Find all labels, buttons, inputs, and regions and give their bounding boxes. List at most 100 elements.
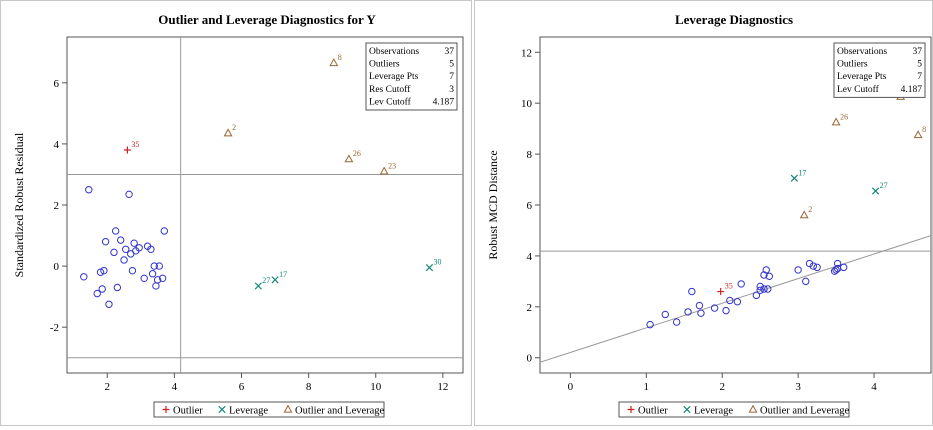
x-tick-label: 12 <box>437 381 448 393</box>
point-label: 23 <box>388 161 396 170</box>
point-label: 26 <box>353 149 361 158</box>
data-point <box>120 256 128 264</box>
data-point <box>113 283 122 292</box>
data-point <box>110 248 118 257</box>
stats-value: 37 <box>445 47 455 57</box>
data-point <box>726 296 734 305</box>
legend-marker <box>748 404 758 413</box>
y-tick-label: 6 <box>527 200 533 212</box>
data-point <box>871 187 880 195</box>
data-point <box>98 285 106 293</box>
data-point <box>646 320 654 329</box>
point-label: 26 <box>840 112 848 121</box>
stats-label: Observations <box>837 47 887 57</box>
y-tick-label: 10 <box>521 98 533 110</box>
data-point <box>223 128 233 137</box>
legend-label: Outlier and Leverage <box>295 406 385 417</box>
y-tick-label: -2 <box>50 322 59 334</box>
stats-box <box>833 42 926 98</box>
stats-label: Observations <box>369 47 419 57</box>
data-point <box>96 268 105 276</box>
data-point <box>794 266 802 274</box>
data-point <box>737 280 745 288</box>
data-point <box>128 266 137 275</box>
point-label: 30 <box>433 258 441 267</box>
data-point <box>756 282 764 291</box>
y-tick-label: 0 <box>527 353 533 365</box>
point-label: 2 <box>808 205 812 214</box>
data-point <box>100 266 108 275</box>
stats-value: 4.187 <box>433 97 455 107</box>
data-point <box>329 58 339 67</box>
y-axis-label: Standardized Robust Residual <box>12 132 26 277</box>
data-point <box>425 263 434 272</box>
stats-value: 5 <box>449 60 454 70</box>
point-label: 8 <box>922 125 926 134</box>
y-tick-label: 2 <box>527 302 533 314</box>
legend-label: Outlier <box>173 406 203 417</box>
x-tick-label: 2 <box>719 381 725 393</box>
stats-box <box>365 42 458 111</box>
data-point <box>790 174 798 182</box>
x-tick-label: 10 <box>370 381 382 393</box>
data-point <box>152 282 160 290</box>
point-label: 27 <box>262 276 270 285</box>
data-point <box>105 300 113 308</box>
y-tick-label: 4 <box>527 251 533 263</box>
outlier-leverage-chart: Outlier and Leverage Diagnostics for Y 3 5… <box>12 12 464 418</box>
legend-box <box>153 401 385 418</box>
data-point <box>123 146 131 154</box>
data-point <box>733 298 742 306</box>
y-axis-label: Robust MCD Distance <box>486 150 500 259</box>
stats-value: 3 <box>449 85 454 95</box>
legend-marker <box>162 406 170 413</box>
stats-value: 7 <box>917 72 922 82</box>
x-tick-label: 0 <box>568 381 574 393</box>
point-label: 17 <box>798 168 806 177</box>
data-point <box>697 309 705 317</box>
data-point <box>344 154 354 163</box>
data-point <box>839 263 848 272</box>
chart-title: Outlier and Leverage Diagnostics for Y <box>158 12 376 27</box>
leverage-diagnostics-chart: Leverage Diagnostics35301727232682012340… <box>486 12 932 418</box>
data-point <box>802 277 810 286</box>
x-tick-label: 2 <box>105 381 111 393</box>
data-point <box>695 301 704 310</box>
data-point <box>160 227 169 235</box>
data-point <box>116 236 125 244</box>
data-point <box>148 270 157 278</box>
stats-label: Outliers <box>837 60 868 70</box>
legend-marker <box>683 405 691 414</box>
data-point <box>130 239 138 247</box>
legend-label: Leverage <box>229 406 268 417</box>
stats-label: Res Cutoff <box>369 84 411 95</box>
stats-value: 37 <box>913 47 923 57</box>
data-point <box>125 190 133 199</box>
right-panel: Leverage Diagnostics35301727232682012340… <box>474 0 933 426</box>
legend-marker <box>283 404 293 413</box>
data-point <box>684 308 692 316</box>
legend-marker <box>627 406 635 413</box>
legend-marker <box>218 405 226 414</box>
data-point <box>147 245 155 253</box>
data-point <box>150 262 158 270</box>
y-tick-label: 2 <box>54 200 60 212</box>
chart-title: Leverage Diagnostics <box>675 12 793 27</box>
legend-label: Leverage <box>694 406 733 417</box>
data-point <box>85 186 93 194</box>
data-point <box>830 267 839 275</box>
data-point <box>765 272 773 280</box>
x-tick-label: 1 <box>644 381 650 393</box>
data-point <box>756 286 764 294</box>
legend-label: Outlier and Leverage <box>760 406 850 417</box>
y-tick-label: 0 <box>54 261 60 273</box>
y-tick-label: 4 <box>54 139 60 151</box>
y-tick-label: 12 <box>521 47 532 59</box>
y-tick-label: 6 <box>54 78 60 90</box>
stats-value: 4.187 <box>901 85 923 95</box>
data-point <box>717 288 725 296</box>
data-point <box>809 262 818 270</box>
x-tick-label: 3 <box>795 381 801 393</box>
data-point <box>135 244 143 252</box>
